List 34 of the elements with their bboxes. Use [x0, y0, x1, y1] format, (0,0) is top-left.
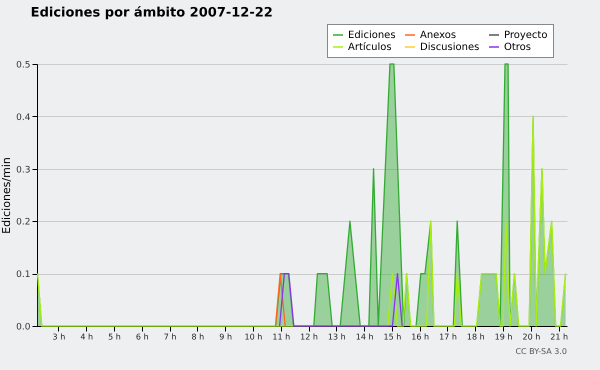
x-tick-label: 14 h [356, 332, 374, 342]
x-tick-label: 17 h [439, 332, 457, 342]
x-tick-label: 3 h [52, 332, 66, 342]
x-tick-label: 6 h [136, 332, 149, 342]
legend-label: Ediciones [348, 30, 396, 41]
y-tick-label: 0.5 [16, 60, 30, 70]
y-tick-label: 0.4 [16, 112, 31, 123]
x-tick-label: 12 h [300, 332, 318, 342]
x-tick-label: 16 h [411, 332, 430, 342]
legend-label: Proyecto [504, 30, 548, 41]
text: CC BY-SA 3.0 [515, 347, 567, 356]
x-tick-label: 19 h [494, 332, 512, 342]
legend-label: Discusiones [420, 42, 480, 53]
chart-title: Ediciones por ámbito 2007-12-22 [30, 6, 273, 20]
x-tick-label: 13 h [328, 332, 346, 342]
y-tick-label: 0.1 [16, 270, 30, 280]
x-tick-label: 11 h [272, 332, 290, 342]
legend-label: Artículos [348, 42, 392, 53]
x-tick-label: 10 h [244, 332, 262, 342]
x-tick-label: 9 h [219, 332, 232, 342]
x-tick-label: 5 h [108, 332, 121, 342]
y-tick-label: 0.2 [16, 218, 30, 228]
x-tick-label: 20 h [522, 332, 540, 342]
legend-label: Anexos [420, 30, 456, 41]
x-tick-label: 8 h [192, 332, 204, 342]
x-tick-label: 21 h [550, 332, 568, 342]
x-tick-label: 7 h [164, 332, 176, 342]
x-tick-label: 15 h [384, 332, 402, 342]
x-tick-label: 18 h [466, 332, 485, 342]
x-tick-label: 4 h [80, 332, 94, 342]
y-tick-label: 0.3 [16, 165, 30, 176]
y-axis-title: Ediciones/min [0, 157, 14, 234]
legend-label: Otros [504, 42, 532, 53]
y-tick-label: 0.0 [16, 322, 31, 332]
